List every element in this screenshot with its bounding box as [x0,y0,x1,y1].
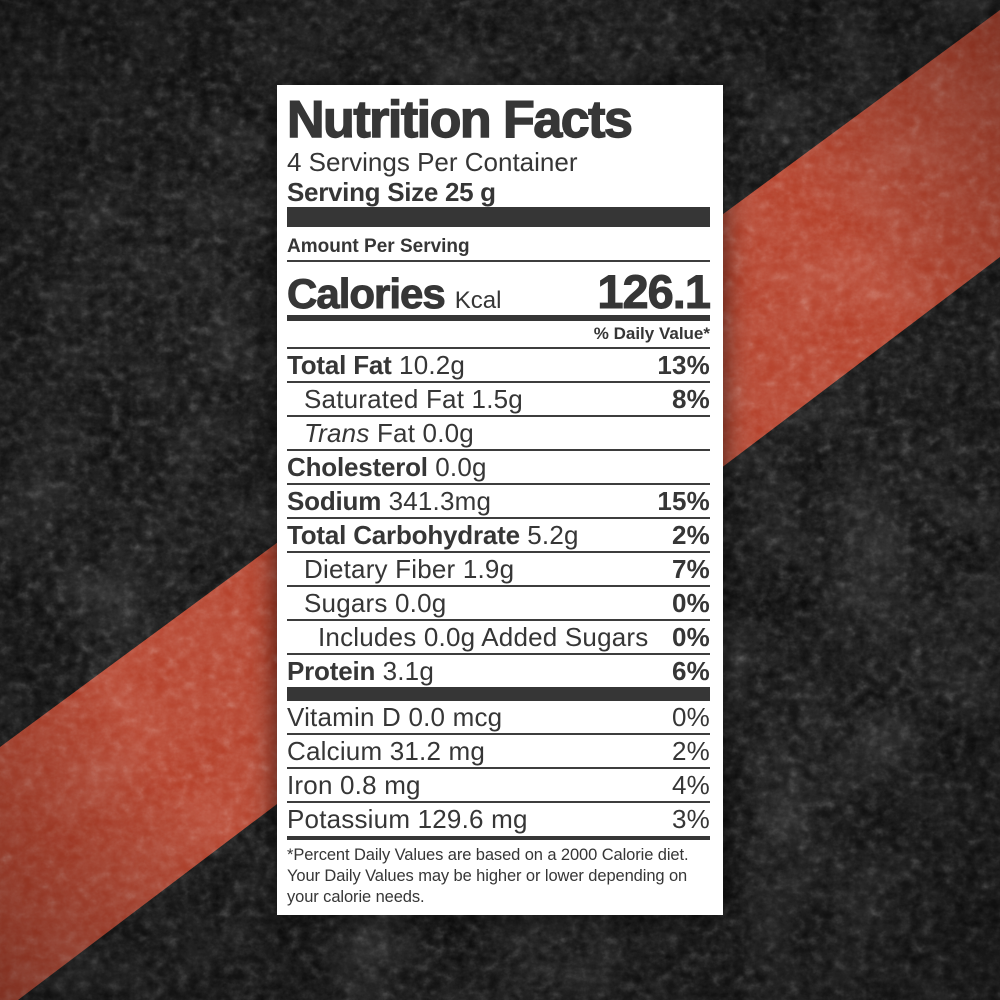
calories-label: Calories [287,270,447,318]
footnote: *Percent Daily Values are based on a 200… [287,846,689,906]
nutrient-name: Cholesterol 0.0g [287,452,487,482]
nutrient-row: Saturated Fat 1.5g 8% [287,383,710,417]
daily-value: 0% [672,702,710,732]
nutrient-name: Sugars 0.0g [304,588,447,618]
label-title: Nutrition Facts [286,91,633,149]
nutrient-row: Protein 3.1g 6% [287,655,710,687]
nutrient-row: Sodium 341.3mg 15% [287,485,710,519]
nutrient-name: Iron 0.8 mg [287,770,421,800]
nutrient-name: Sodium 341.3mg [287,486,492,516]
nutrient-rows: Total Fat 10.2g 13% Saturated Fat 1.5g 8% Tr… [287,349,710,687]
nutrient-row: Total Carbohydrate 5.2g 2% [287,519,710,553]
micronutrient-row: Vitamin D 0.0 mcg 0% [287,701,710,735]
serving-size: Serving Size 25 g [287,177,496,207]
nutrient-row: Includes 0.0g Added Sugars 0% [287,621,710,655]
daily-value: 15% [657,486,710,516]
calories-value: 126.1 [597,265,712,319]
amount-per-serving-label: Amount Per Serving [287,236,710,262]
nutrient-name: Trans Fat 0.0g [304,418,474,448]
daily-value: 0% [672,588,710,618]
micronutrient-row: Iron 0.8 mg 4% [287,769,710,803]
daily-value: 0% [672,622,710,652]
nutrition-facts-label: Nutrition Facts 4 Servings Per Container… [277,85,723,915]
daily-value: 3% [672,804,710,834]
separator-bar-medium [287,315,710,321]
daily-value: 6% [672,656,710,686]
calories-unit: Kcal [454,287,502,314]
servings-per-container: 4 Servings Per Container [287,147,578,177]
daily-value: 7% [672,554,710,584]
nutrient-name: Total Carbohydrate 5.2g [287,520,579,550]
nutrient-row: Sugars 0.0g 0% [287,587,710,621]
daily-value: 2% [672,736,710,766]
nutrient-name: Potassium 129.6 mg [287,804,528,834]
micronutrient-row: Calcium 31.2 mg 2% [287,735,710,769]
separator-bar-thick [287,207,710,227]
daily-value: 2% [672,520,710,550]
nutrient-name: Vitamin D 0.0 mcg [287,702,503,732]
nutrient-name: Total Fat 10.2g [287,350,466,380]
footnote-rule [287,836,710,840]
nutrient-name: Protein 3.1g [287,656,434,686]
nutrient-row: Trans Fat 0.0g [287,417,710,451]
nutrient-name: Dietary Fiber 1.9g [304,554,515,584]
nutrient-row: Dietary Fiber 1.9g 7% [287,553,710,587]
micronutrient-row: Potassium 129.6 mg 3% [287,803,710,835]
nutrient-name: Includes 0.0g Added Sugars [318,622,649,652]
nutrient-row: Cholesterol 0.0g [287,451,710,485]
daily-value: 4% [672,770,710,800]
separator-bar-thick-2 [287,687,710,701]
micronutrient-rows: Vitamin D 0.0 mcg 0% Calcium 31.2 mg 2% Iron… [287,701,710,835]
daily-value: 13% [657,350,710,380]
nutrient-name: Calcium 31.2 mg [287,736,486,766]
calories-row: Calories Kcal 126.1 [287,262,712,319]
daily-value-header: % Daily Value* [287,321,710,349]
nutrient-row: Total Fat 10.2g 13% [287,349,710,383]
daily-value: 8% [672,384,710,414]
nutrient-name: Saturated Fat 1.5g [304,384,523,414]
